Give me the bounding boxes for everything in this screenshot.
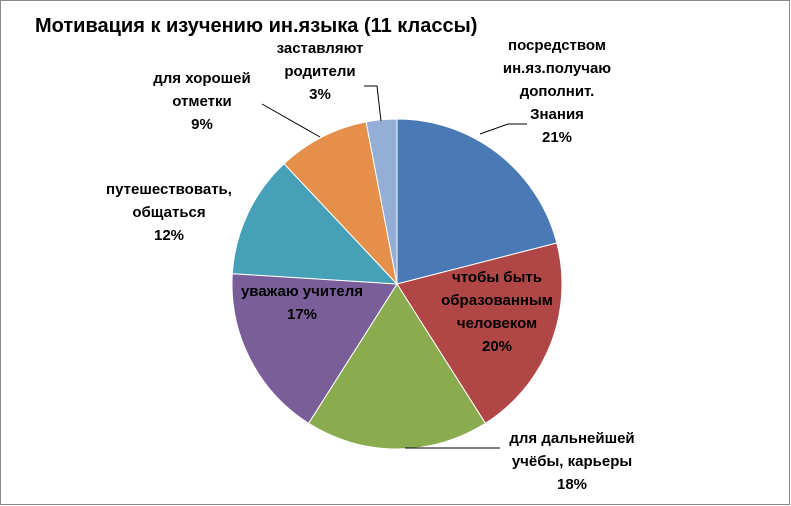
data-label-category: чтобы быть образованным человеком: [441, 269, 553, 332]
pie-slice: [283, 121, 398, 286]
data-label-category: путешествовать, общаться: [106, 181, 232, 221]
pie-slice: [396, 118, 558, 285]
chart-title: Мотивация к изучению ин.языка (11 классы…: [35, 15, 477, 37]
data-label-value: 12%: [154, 227, 184, 244]
data-label-category: посредством ин.яз.получаю дополнит. Знания: [503, 37, 611, 123]
data-label-value: 9%: [191, 116, 213, 133]
pie-slice: [231, 163, 399, 285]
leader-line: [479, 123, 527, 135]
data-label-value: 3%: [309, 86, 331, 103]
data-label-value: 18%: [557, 476, 587, 493]
leader-line: [364, 85, 382, 122]
pie-slice: [307, 283, 487, 450]
data-label-category: уважаю учителя: [241, 283, 363, 300]
pie-slice: [396, 242, 563, 425]
data-label-value: 17%: [287, 306, 317, 323]
slices: [231, 118, 563, 450]
leader-line: [261, 103, 321, 138]
data-label-category: для дальнейшей учёбы, карьеры: [509, 430, 634, 470]
data-label-value: 21%: [542, 129, 572, 146]
pie-slice: [231, 273, 398, 425]
pie-slice: [365, 118, 398, 285]
data-label-category: для хорошей отметки: [153, 70, 251, 110]
data-label-value: 20%: [482, 338, 512, 355]
data-label-category: заставляют родители: [277, 40, 364, 80]
